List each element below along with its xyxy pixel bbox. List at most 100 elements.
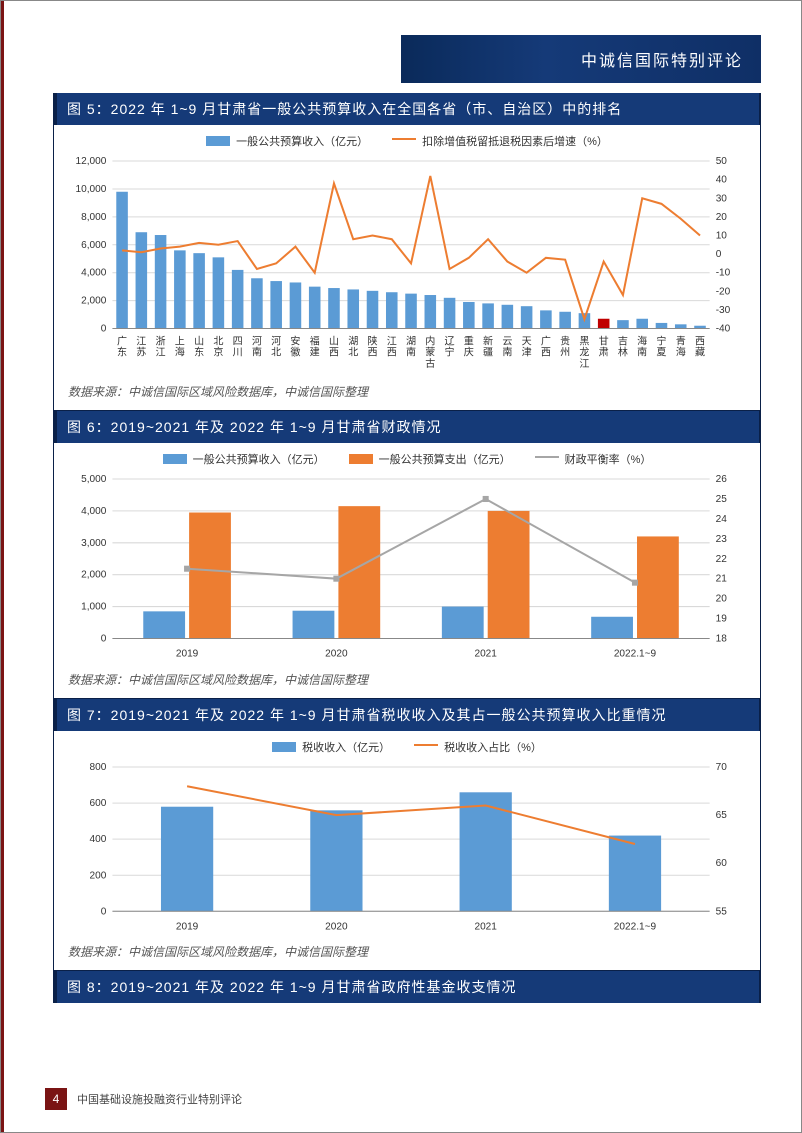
svg-text:20: 20: [716, 594, 728, 605]
svg-text:吉林: 吉林: [618, 336, 628, 359]
svg-text:安徽: 安徽: [290, 335, 300, 359]
chart6-title: 图 6：2019~2021 年及 2022 年 1~9 月甘肃省财政情况: [53, 411, 761, 443]
svg-text:贵州: 贵州: [560, 335, 570, 359]
line-swatch-icon: [392, 138, 416, 140]
svg-text:55: 55: [716, 906, 728, 917]
chart7-title: 图 7：2019~2021 年及 2022 年 1~9 月甘肃省税收收入及其占一…: [53, 699, 761, 731]
svg-text:云南: 云南: [502, 337, 512, 359]
svg-text:50: 50: [716, 156, 728, 167]
svg-text:-10: -10: [716, 268, 731, 279]
chart6-legend-bar2-label: 一般公共预算支出（亿元）: [379, 451, 511, 467]
svg-text:新疆: 新疆: [483, 335, 493, 359]
chart5-source: 数据来源：中诚信国际区域风险数据库，中诚信国际整理: [64, 377, 750, 404]
svg-text:23: 23: [716, 534, 728, 545]
svg-text:70: 70: [716, 762, 728, 773]
chart5-box: 一般公共预算收入（亿元） 扣除增值税留抵退税因素后增速（%） 0 2,000 4,0…: [53, 125, 761, 411]
svg-text:20: 20: [716, 212, 728, 223]
svg-text:甘肃: 甘肃: [599, 335, 609, 359]
chart7-legend-line-label: 税收收入占比（%）: [444, 739, 542, 755]
svg-text:19: 19: [716, 613, 728, 624]
svg-text:2019: 2019: [176, 921, 199, 932]
svg-text:600: 600: [90, 798, 107, 809]
svg-text:4,000: 4,000: [81, 506, 107, 517]
svg-text:0: 0: [716, 249, 722, 260]
svg-text:黑龙江: 黑龙江: [579, 336, 589, 370]
svg-text:6,000: 6,000: [81, 240, 107, 251]
svg-text:-20: -20: [716, 286, 731, 297]
chart6-source: 数据来源：中诚信国际区域风险数据库，中诚信国际整理: [64, 665, 750, 692]
svg-text:内蒙古: 内蒙古: [425, 335, 435, 370]
svg-text:2021: 2021: [474, 921, 497, 932]
svg-text:65: 65: [716, 810, 728, 821]
chart6-legend-bar1: 一般公共预算收入（亿元）: [163, 451, 325, 467]
chart7-source: 数据来源：中诚信国际区域风险数据库，中诚信国际整理: [64, 937, 750, 964]
svg-text:上海: 上海: [175, 336, 185, 359]
chart5-legend-line-label: 扣除增值税留抵退税因素后增速（%）: [422, 133, 608, 149]
svg-text:河南: 河南: [252, 336, 262, 359]
svg-text:山西: 山西: [329, 336, 339, 359]
bar-swatch-icon: [206, 136, 230, 146]
svg-text:4,000: 4,000: [81, 268, 107, 279]
left-edge-stripe: [1, 1, 4, 1132]
chart7-svg: 0200400600800556065702019202020212022.1~…: [64, 761, 750, 938]
svg-text:北京: 北京: [213, 336, 223, 359]
svg-text:福建: 福建: [310, 335, 320, 359]
svg-text:3,000: 3,000: [81, 538, 107, 549]
svg-text:12,000: 12,000: [76, 156, 107, 167]
svg-text:海南: 海南: [637, 335, 647, 359]
svg-text:1,000: 1,000: [81, 602, 107, 613]
svg-text:22: 22: [716, 554, 728, 565]
chart5-svg: 02,0004,0006,0008,00010,00012,000-40-30-…: [64, 155, 750, 377]
svg-text:0: 0: [101, 324, 107, 335]
bar-swatch-icon: [349, 454, 373, 464]
chart6-legend-line: 财政平衡率（%）: [535, 451, 652, 467]
svg-text:2020: 2020: [325, 921, 348, 932]
chart6-svg: 01,0002,0003,0004,0005,00018192021222324…: [64, 473, 750, 665]
svg-text:2022.1~9: 2022.1~9: [614, 921, 657, 932]
chart6-box: 一般公共预算收入（亿元） 一般公共预算支出（亿元） 财政平衡率（%） 01,00…: [53, 443, 761, 699]
chart5-legend-bar: 一般公共预算收入（亿元）: [206, 133, 368, 149]
svg-text:青海: 青海: [676, 335, 686, 359]
svg-text:26: 26: [716, 474, 728, 485]
svg-text:2,000: 2,000: [81, 570, 107, 581]
svg-text:21: 21: [716, 574, 728, 585]
chart6-legend-bar1-label: 一般公共预算收入（亿元）: [193, 451, 325, 467]
svg-text:10: 10: [716, 231, 728, 242]
bar-swatch-icon: [272, 742, 296, 752]
line-swatch-icon: [414, 744, 438, 746]
footer-text: 中国基础设施投融资行业特别评论: [77, 1091, 242, 1107]
header-banner: 中诚信国际特别评论: [401, 35, 761, 83]
svg-text:重庆: 重庆: [464, 335, 474, 359]
svg-text:18: 18: [716, 633, 728, 644]
svg-text:2019: 2019: [176, 649, 199, 660]
svg-text:浙江: 浙江: [156, 336, 166, 359]
svg-text:陕西: 陕西: [367, 335, 377, 359]
svg-text:辽宁: 辽宁: [445, 336, 455, 359]
svg-text:2020: 2020: [325, 649, 348, 660]
page: 中诚信国际特别评论 图 5：2022 年 1~9 月甘肃省一般公共预算收入在全国…: [0, 0, 802, 1133]
footer: 4 中国基础设施投融资行业特别评论: [45, 1088, 242, 1110]
chart7-legend: 税收收入（亿元） 税收收入占比（%）: [64, 739, 750, 755]
chart6-legend-line-label: 财政平衡率（%）: [565, 451, 652, 467]
svg-text:河北: 河北: [271, 336, 281, 359]
chart8-title: 图 8：2019~2021 年及 2022 年 1~9 月甘肃省政府性基金收支情…: [53, 971, 761, 1003]
chart5-title: 图 5：2022 年 1~9 月甘肃省一般公共预算收入在全国各省（市、自治区）中…: [53, 93, 761, 125]
chart6-legend-bar2: 一般公共预算支出（亿元）: [349, 451, 511, 467]
svg-text:30: 30: [716, 193, 728, 204]
svg-text:山东: 山东: [194, 336, 204, 359]
svg-text:24: 24: [716, 514, 728, 525]
svg-text:40: 40: [716, 175, 728, 186]
svg-text:湖南: 湖南: [406, 336, 416, 359]
svg-text:800: 800: [90, 762, 107, 773]
svg-text:400: 400: [90, 834, 107, 845]
chart6-legend: 一般公共预算收入（亿元） 一般公共预算支出（亿元） 财政平衡率（%）: [64, 451, 750, 467]
svg-text:湖北: 湖北: [348, 336, 358, 359]
svg-text:0: 0: [101, 906, 107, 917]
svg-text:2,000: 2,000: [81, 296, 107, 307]
content-area: 图 5：2022 年 1~9 月甘肃省一般公共预算收入在全国各省（市、自治区）中…: [53, 93, 761, 1003]
chart5-legend-bar-label: 一般公共预算收入（亿元）: [236, 133, 368, 149]
svg-text:江苏: 江苏: [136, 336, 146, 359]
svg-text:宁夏: 宁夏: [656, 335, 666, 359]
brand-text: 中诚信国际特别评论: [581, 47, 743, 71]
svg-text:10,000: 10,000: [76, 184, 107, 195]
